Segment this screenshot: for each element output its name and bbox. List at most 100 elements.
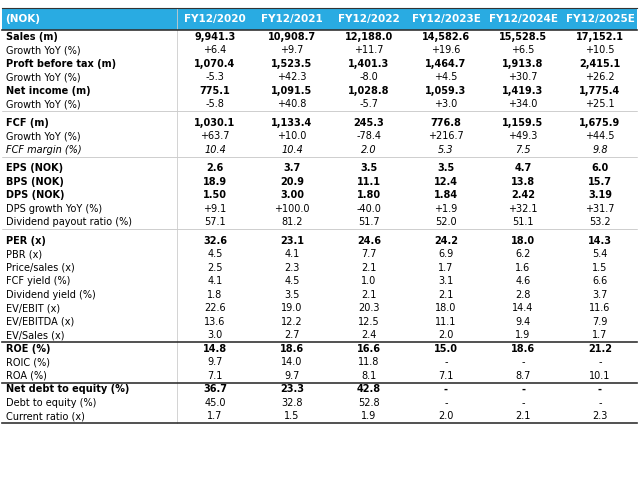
Text: 245.3: 245.3 [354, 118, 385, 128]
Text: Growth YoY (%): Growth YoY (%) [6, 45, 80, 55]
Text: +1.9: +1.9 [435, 204, 458, 214]
Text: 3.0: 3.0 [207, 330, 223, 340]
Text: 7.5: 7.5 [515, 145, 531, 155]
Text: -: - [598, 398, 602, 408]
Text: 10,908.7: 10,908.7 [268, 32, 316, 42]
Text: Sales (m): Sales (m) [6, 32, 58, 42]
Text: 4.1: 4.1 [284, 249, 300, 259]
Text: -: - [444, 357, 448, 367]
Text: -: - [598, 384, 602, 394]
Text: 4.5: 4.5 [284, 276, 300, 286]
Text: 1,159.5: 1,159.5 [502, 118, 543, 128]
Text: 1,091.5: 1,091.5 [271, 86, 312, 96]
Text: 4.6: 4.6 [515, 276, 531, 286]
Text: -5.7: -5.7 [360, 99, 378, 109]
Text: -: - [444, 384, 448, 394]
Text: 1.5: 1.5 [284, 411, 300, 421]
Text: 5.3: 5.3 [438, 145, 454, 155]
Text: +25.1: +25.1 [585, 99, 615, 109]
Text: +42.3: +42.3 [277, 72, 307, 82]
Text: EV/EBIT (x): EV/EBIT (x) [6, 303, 60, 313]
Text: 15.0: 15.0 [434, 344, 458, 354]
Text: ROE (%): ROE (%) [6, 344, 50, 354]
Text: -5.3: -5.3 [205, 72, 225, 82]
Text: 2.1: 2.1 [438, 290, 454, 300]
Text: +9.1: +9.1 [204, 204, 227, 214]
Text: +63.7: +63.7 [200, 131, 230, 141]
Text: -40.0: -40.0 [356, 204, 381, 214]
Text: 3.5: 3.5 [360, 163, 378, 173]
Text: 20.9: 20.9 [280, 177, 304, 187]
Text: Net debt to equity (%): Net debt to equity (%) [6, 384, 129, 394]
Text: 4.1: 4.1 [207, 276, 223, 286]
Text: FY12/2025E: FY12/2025E [566, 14, 634, 24]
Text: 1.7: 1.7 [207, 411, 223, 421]
Text: 12.5: 12.5 [358, 317, 380, 327]
Text: Growth YoY (%): Growth YoY (%) [6, 72, 80, 82]
Text: 3.19: 3.19 [588, 190, 612, 200]
Text: 36.7: 36.7 [203, 384, 227, 394]
Text: 10.1: 10.1 [589, 371, 611, 381]
Text: 1.50: 1.50 [203, 190, 227, 200]
Text: Current ratio (x): Current ratio (x) [6, 411, 84, 421]
Text: 3.7: 3.7 [284, 163, 301, 173]
Text: 15,528.5: 15,528.5 [499, 32, 547, 42]
Text: 1,059.3: 1,059.3 [426, 86, 467, 96]
Text: EV/EBITDA (x): EV/EBITDA (x) [6, 317, 74, 327]
Text: BPS (NOK): BPS (NOK) [6, 177, 63, 187]
Text: 15.7: 15.7 [588, 177, 612, 187]
Text: -: - [521, 384, 525, 394]
Text: DPS (NOK): DPS (NOK) [6, 190, 64, 200]
Text: FY12/2023E: FY12/2023E [412, 14, 481, 24]
Text: +9.7: +9.7 [280, 45, 304, 55]
Text: 7.1: 7.1 [438, 371, 454, 381]
Text: Price/sales (x): Price/sales (x) [6, 263, 74, 273]
Text: 12,188.0: 12,188.0 [345, 32, 393, 42]
Text: ROIC (%): ROIC (%) [6, 357, 49, 367]
Text: 1,028.8: 1,028.8 [348, 86, 390, 96]
Text: +19.6: +19.6 [431, 45, 461, 55]
Text: +30.7: +30.7 [508, 72, 538, 82]
Text: 2,415.1: 2,415.1 [579, 59, 621, 69]
Text: Debt to equity (%): Debt to equity (%) [6, 398, 96, 408]
Text: +32.1: +32.1 [508, 204, 538, 214]
Text: 1.9: 1.9 [362, 411, 376, 421]
Text: ROA (%): ROA (%) [6, 371, 46, 381]
Text: Dividend yield (%): Dividend yield (%) [6, 290, 95, 300]
Text: 11.6: 11.6 [589, 303, 611, 313]
Text: PER (x): PER (x) [6, 236, 45, 246]
Text: +6.5: +6.5 [511, 45, 534, 55]
Text: 12.4: 12.4 [434, 177, 458, 187]
Text: -: - [521, 398, 525, 408]
Text: Dividend payout ratio (%): Dividend payout ratio (%) [6, 217, 131, 227]
Text: 2.5: 2.5 [207, 263, 223, 273]
Text: 8.7: 8.7 [515, 371, 531, 381]
Text: FCF (m): FCF (m) [6, 118, 49, 128]
Text: 1,030.1: 1,030.1 [195, 118, 236, 128]
Text: -8.0: -8.0 [360, 72, 378, 82]
Text: 1.9: 1.9 [515, 330, 531, 340]
Text: 13.6: 13.6 [204, 317, 226, 327]
Text: 9.7: 9.7 [207, 357, 223, 367]
Bar [1, 8, 637, 30]
Text: FY12/2022: FY12/2022 [338, 14, 400, 24]
Text: +26.2: +26.2 [585, 72, 615, 82]
Text: 3.1: 3.1 [438, 276, 454, 286]
Text: FCF yield (%): FCF yield (%) [6, 276, 70, 286]
Text: 5.4: 5.4 [592, 249, 608, 259]
Text: PBR (x): PBR (x) [6, 249, 42, 259]
Text: 3.5: 3.5 [437, 163, 454, 173]
Text: 9.8: 9.8 [592, 145, 608, 155]
Text: FY12/2020: FY12/2020 [184, 14, 246, 24]
Text: 8.1: 8.1 [362, 371, 376, 381]
Text: 1.6: 1.6 [515, 263, 531, 273]
Text: 24.2: 24.2 [434, 236, 458, 246]
Text: 1.0: 1.0 [362, 276, 376, 286]
Text: Growth YoY (%): Growth YoY (%) [6, 99, 80, 109]
Text: +49.3: +49.3 [508, 131, 538, 141]
Text: 3.7: 3.7 [592, 290, 608, 300]
Text: Net income (m): Net income (m) [6, 86, 90, 96]
Text: 81.2: 81.2 [281, 217, 303, 227]
Text: +40.8: +40.8 [277, 99, 307, 109]
Text: 18.6: 18.6 [511, 344, 535, 354]
